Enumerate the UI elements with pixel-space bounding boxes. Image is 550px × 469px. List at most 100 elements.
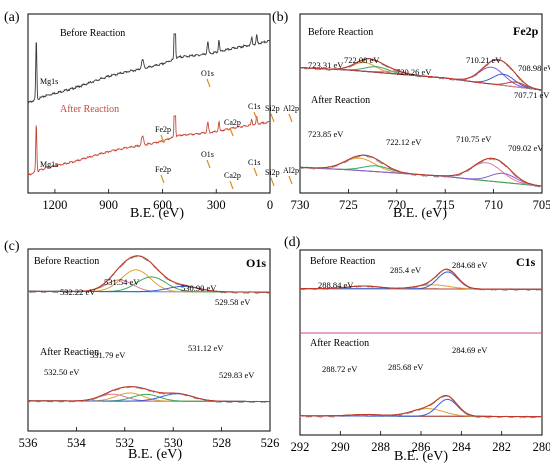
x-tick-label: 705 [533,198,550,212]
panel-c-o1s: (c) O1s B.E. (eV) Before Reaction After … [4,239,279,462]
fit-envelope [300,154,543,187]
survey-peak-label: Al2p [283,104,299,113]
panel-b-series-before-label: Before Reaction [308,27,373,38]
fit-peak-label: 722.08 eV [344,55,380,65]
fit-envelope [300,395,542,418]
x-tick-label: 900 [99,198,118,212]
x-tick-label: 715 [436,198,455,212]
x-tick-label: 534 [67,436,87,450]
survey-peak-label: Si2p [265,104,280,113]
panel-b-label: (b) [272,10,289,25]
x-tick-label: 532 [115,436,134,450]
fit-envelope [28,386,270,403]
survey-peak-arrow [253,167,258,177]
panel-a-xlabel: B.E. (eV) [130,206,184,221]
fit-peak-label: 710.21 eV [466,55,502,65]
x-tick-label: 710 [484,198,503,212]
x-tick-label: 725 [339,198,358,212]
fit-peak-label: 720.26 eV [396,67,432,77]
survey-peak-label: Al2p [283,166,299,175]
fit-peak-label: 708.98 eV [518,63,550,73]
x-tick-label: 720 [387,198,406,212]
fit-peak-label: 285.68 eV [388,362,424,372]
fit-peak-label: 288.84 eV [318,280,354,290]
x-tick-label: 290 [331,440,350,454]
survey-peak-arrow [253,111,258,121]
panel-d-c1s: (d) C1s B.E. (eV) Before Reaction After … [284,235,550,464]
x-tick-label: 528 [212,436,231,450]
panel-b-xlabel: B.E. (eV) [393,206,447,221]
fit-peak-label: 531.12 eV [188,343,224,353]
panel-a-frame [27,13,271,194]
survey-peak-arrow [160,174,165,184]
x-tick-label: 284 [452,440,472,454]
survey-peak-label: O1s [201,69,214,78]
survey-peak-label: O1s [201,150,214,159]
fit-peak-label: 709.02 eV [508,143,544,153]
survey-peak-arrow [229,127,234,137]
fit-component [300,398,542,418]
fit-baseline [300,166,543,187]
panel-c-title: O1s [246,256,266,270]
fit-peak-label: 723.31 eV [308,60,344,70]
survey-peak-label: Si2p [265,168,280,177]
fit-component [300,157,543,187]
fit-raw-spectrum [299,395,543,419]
x-tick-label: 286 [412,440,431,454]
fit-peak-label: 530.90 eV [181,283,217,293]
x-tick-label: 292 [291,440,310,454]
survey-peak-arrow [160,134,165,144]
survey-peak-arrow [270,177,275,187]
fit-peak-label: 710.75 eV [456,134,492,144]
panel-d-label: (d) [284,235,301,250]
panel-a-survey: (a) B.E. (eV) Before Reaction After Reac… [4,10,299,221]
survey-peak-arrow [206,78,211,88]
x-tick-label: 536 [19,436,38,450]
panel-d-series-before-label: Before Reaction [310,256,375,267]
x-tick-label: 530 [164,436,183,450]
fit-peak-label: 284.68 eV [452,260,488,270]
survey-peak-arrow [270,113,275,123]
survey-peak-label: Fe2p [155,165,171,174]
survey-line-after [27,115,271,176]
x-tick-label: 280 [533,440,550,454]
panel-c-series-after-label: After Reaction [40,347,99,358]
fit-envelope [300,268,542,290]
x-tick-label: 0 [267,198,273,212]
survey-peak-arrow [206,159,211,169]
panel-c-xlabel: B.E. (eV) [128,447,182,462]
survey-peak-label: Ca2p [224,171,241,180]
fit-peak-label: 722.12 eV [386,137,422,147]
survey-peak-label: C1s [248,102,260,111]
fit-peak-label: 723.85 eV [308,129,344,139]
fit-peak-label: 288.72 eV [322,364,358,374]
fit-peak-label: 285.4 eV [390,265,422,275]
survey-peak-arrow [288,113,293,123]
fit-peak-label: 707.71 eV [514,90,550,100]
panel-a-series-before-label: Before Reaction [60,28,125,39]
fit-peak-label: 531.54 eV [104,277,140,287]
panel-d-series-after-label: After Reaction [310,338,369,349]
panel-b-series-after-label: After Reaction [311,95,370,106]
survey-peak-label: Fe2p [155,125,171,134]
x-tick-label: 730 [291,198,310,212]
x-tick-label: 282 [492,440,511,454]
x-tick-label: 300 [207,198,226,212]
panel-c-label: (c) [4,239,20,254]
panel-b-title: Fe2p [513,24,539,38]
x-tick-label: 1200 [42,198,67,212]
panel-a-series-after-label: After Reaction [60,104,119,115]
x-tick-label: 600 [153,198,172,212]
fit-peak-label: 532.50 eV [44,367,80,377]
survey-peak-label: Ca2p [224,118,241,127]
x-tick-label: 288 [371,440,390,454]
survey-peak-arrow [229,180,234,190]
panel-b-frame [299,13,543,194]
fit-peak-label: 529.83 eV [219,370,255,380]
survey-peak-label: Mg1s [40,77,58,86]
panel-d-title: C1s [516,255,536,269]
survey-line-before [27,33,271,104]
panel-c-frame [27,248,271,432]
x-tick-label: 526 [261,436,280,450]
